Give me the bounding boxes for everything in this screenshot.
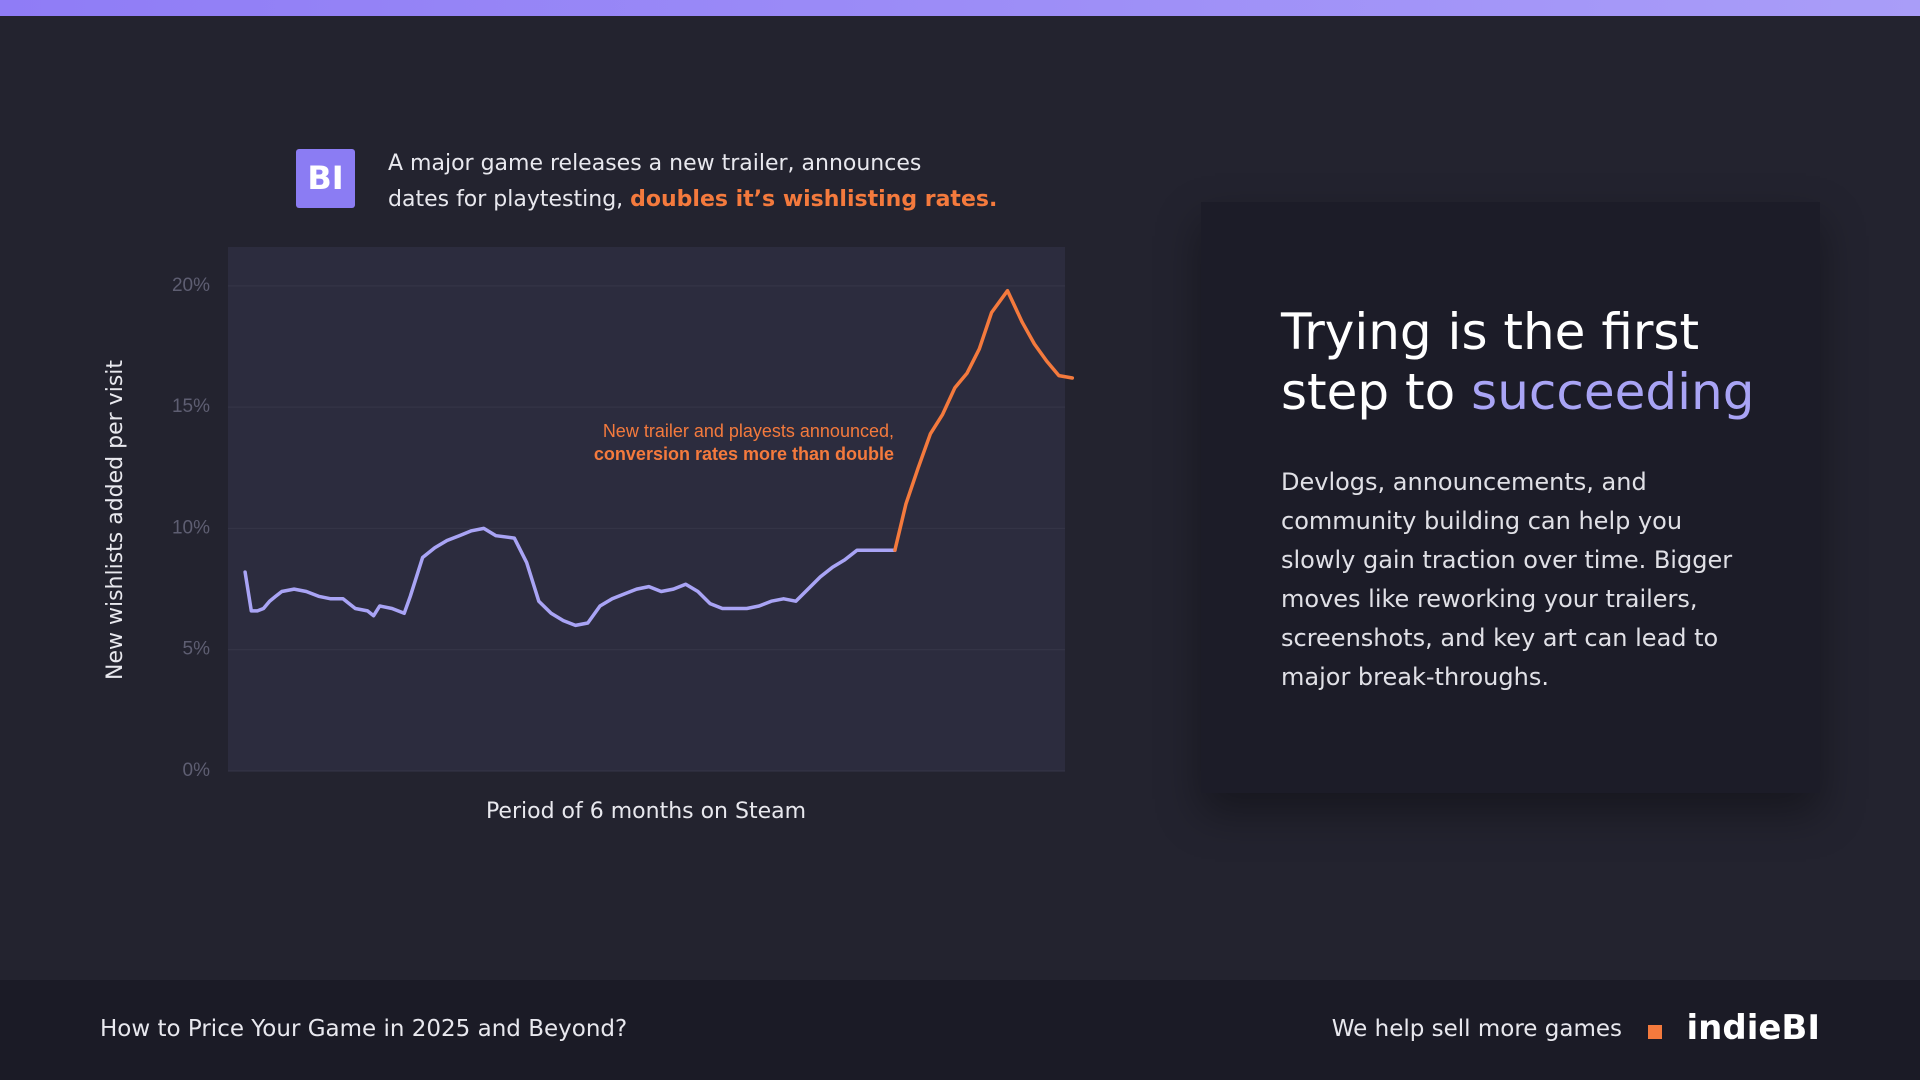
footer-tagline: We help sell more games bbox=[1331, 1016, 1622, 1042]
card-body: Devlogs, announcements, and community bui… bbox=[1281, 463, 1732, 697]
body-line: Devlogs, announcements, and bbox=[1281, 468, 1647, 496]
footer-title: How to Price Your Game in 2025 and Beyon… bbox=[100, 1016, 628, 1042]
card-heading: Trying is the first step to succeeding bbox=[1281, 302, 1754, 422]
card: Trying is the first step to succeeding D… bbox=[1201, 202, 1820, 793]
body-line: major break-throughs. bbox=[1281, 663, 1549, 691]
header-line: dates for playtesting, bbox=[388, 187, 624, 212]
brand: indieBI bbox=[1686, 1008, 1820, 1048]
data-line bbox=[243, 526, 897, 628]
header-line: A major game releases a new trailer, ann… bbox=[388, 151, 922, 176]
y-tick-label: 10% bbox=[172, 517, 210, 538]
footer: How to Price Your Game in 2025 and Beyon… bbox=[0, 980, 1920, 1080]
heading-highlight: succeeding bbox=[1471, 363, 1755, 421]
y-tick-label: 15% bbox=[172, 396, 210, 417]
annotation: conversion rates more than double bbox=[594, 444, 894, 464]
data-line bbox=[893, 288, 1075, 552]
logo: BI bbox=[296, 149, 355, 208]
body-line: community building can help you bbox=[1281, 507, 1683, 535]
header-line: dates for playtesting, doubles it’s wish… bbox=[388, 182, 997, 218]
body-line: slowly gain traction over time. Bigger bbox=[1281, 546, 1733, 574]
x-axis-label: Period of 6 months on Steam bbox=[486, 799, 806, 824]
plot-area bbox=[228, 247, 1065, 771]
body-line: screenshots, and key art can lead to bbox=[1281, 624, 1719, 652]
y-tick-label: 0% bbox=[183, 760, 211, 781]
heading-line: step to succeeding bbox=[1281, 362, 1754, 422]
footer-square bbox=[1648, 1025, 1662, 1039]
top-bar bbox=[0, 0, 1920, 16]
header-text: A major game releases a new trailer, ann… bbox=[388, 146, 997, 218]
heading-line: step to bbox=[1281, 363, 1456, 421]
y-axis-label: New wishlists added per visit bbox=[103, 360, 128, 680]
y-tick-label: 5% bbox=[183, 639, 211, 660]
annotation: New trailer and playests announced, bbox=[603, 421, 894, 441]
chart: New wishlists added per visit Period of … bbox=[103, 247, 1075, 824]
heading-line: Trying is the first bbox=[1281, 303, 1700, 361]
header-highlight: doubles it’s wishlisting rates. bbox=[630, 187, 998, 212]
body-line: moves like reworking your trailers, bbox=[1281, 585, 1698, 613]
y-tick-label: 20% bbox=[172, 275, 210, 296]
